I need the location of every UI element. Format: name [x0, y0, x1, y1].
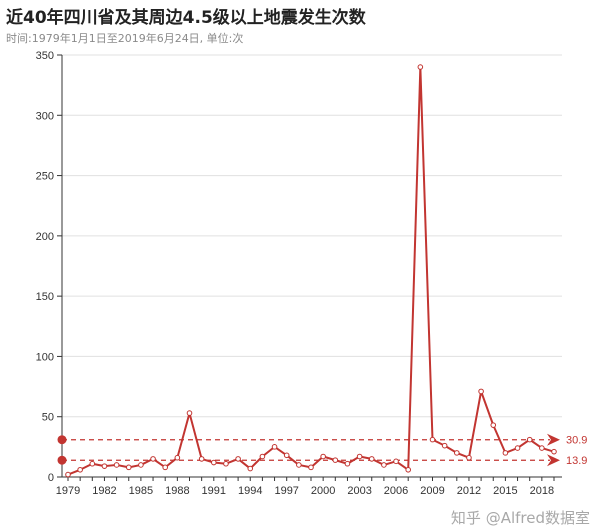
data-point [405, 466, 412, 473]
y-tick-label: 0 [48, 472, 54, 484]
data-point [186, 410, 193, 416]
data-point [466, 454, 472, 461]
y-tick-label: 100 [36, 351, 54, 363]
x-tick-label: 2000 [311, 485, 335, 497]
data-point [223, 460, 229, 467]
x-tick-label: 1985 [129, 485, 153, 497]
data-point [478, 388, 484, 395]
y-tick-label: 300 [36, 110, 54, 122]
y-tick-label: 50 [42, 412, 54, 424]
data-point [296, 462, 302, 468]
series-line [67, 66, 555, 476]
data-point [332, 457, 339, 463]
grid-lines [62, 54, 562, 418]
data-point [138, 462, 144, 468]
y-tick-label: 250 [36, 171, 54, 183]
x-tick-label: 2012 [457, 485, 481, 497]
y-tick-label: 150 [36, 291, 54, 303]
data-point [441, 442, 448, 449]
data-point [125, 464, 132, 471]
data-point [368, 456, 375, 462]
reference-label: 13.9 [566, 455, 587, 467]
x-tick-label: 1982 [92, 485, 116, 497]
data-point [283, 452, 290, 459]
x-tick-label: 1991 [202, 485, 226, 497]
data-point [77, 466, 83, 473]
data-point [454, 450, 460, 456]
y-tick-label: 350 [36, 50, 54, 62]
x-tick-label: 2006 [384, 485, 408, 497]
data-point [162, 464, 168, 471]
x-tick-label: 2018 [530, 485, 554, 497]
watermark: 知乎 @Alfred数据室 [450, 509, 590, 527]
x-tick-label: 1988 [165, 485, 189, 497]
data-point [211, 459, 217, 466]
chart-title: 近40年四川省及其周边4.5级以上地震发生次数 [6, 8, 366, 28]
data-point [356, 453, 363, 460]
data-point [174, 454, 181, 461]
data-point [381, 462, 387, 468]
x-tick-label: 2009 [420, 485, 444, 497]
reference-lines: 30.9 13.9 [57, 433, 587, 467]
reference-arrow [547, 433, 560, 446]
reference-arrow [547, 454, 560, 467]
data-point [502, 450, 509, 456]
x-tick-label: 1997 [274, 485, 298, 497]
chart-subtitle: 时间:1979年1月1日至2019年6月24日, 单位:次 [6, 32, 244, 45]
x-tick-label: 2015 [493, 485, 517, 497]
data-point [539, 445, 545, 451]
data-point [198, 456, 205, 462]
data-point [417, 64, 424, 70]
data-point [101, 463, 108, 469]
y-tick-label: 200 [36, 231, 54, 243]
x-tick-label: 1979 [56, 485, 80, 497]
data-point [65, 471, 71, 478]
data-point [514, 445, 521, 451]
data-point [271, 444, 278, 450]
axes: 0 50 100 150 200 250 300 350 1979 1982 1985 1988 199… [36, 50, 562, 497]
data-point [235, 456, 241, 462]
data-point [490, 422, 497, 428]
data-point [429, 436, 436, 443]
reference-label: 30.9 [566, 435, 587, 447]
x-tick-label: 1994 [238, 485, 262, 497]
data-point [526, 436, 533, 443]
data-point [89, 460, 96, 467]
data-point [393, 458, 399, 465]
x-tick-label: 2003 [347, 485, 371, 497]
data-point [308, 464, 314, 471]
data-point [259, 453, 266, 460]
data-point [247, 465, 254, 472]
series-layer [65, 64, 557, 478]
data-point [150, 456, 156, 462]
data-point [113, 462, 120, 468]
data-point [344, 460, 351, 467]
data-point [551, 448, 557, 455]
data-point [320, 453, 326, 460]
